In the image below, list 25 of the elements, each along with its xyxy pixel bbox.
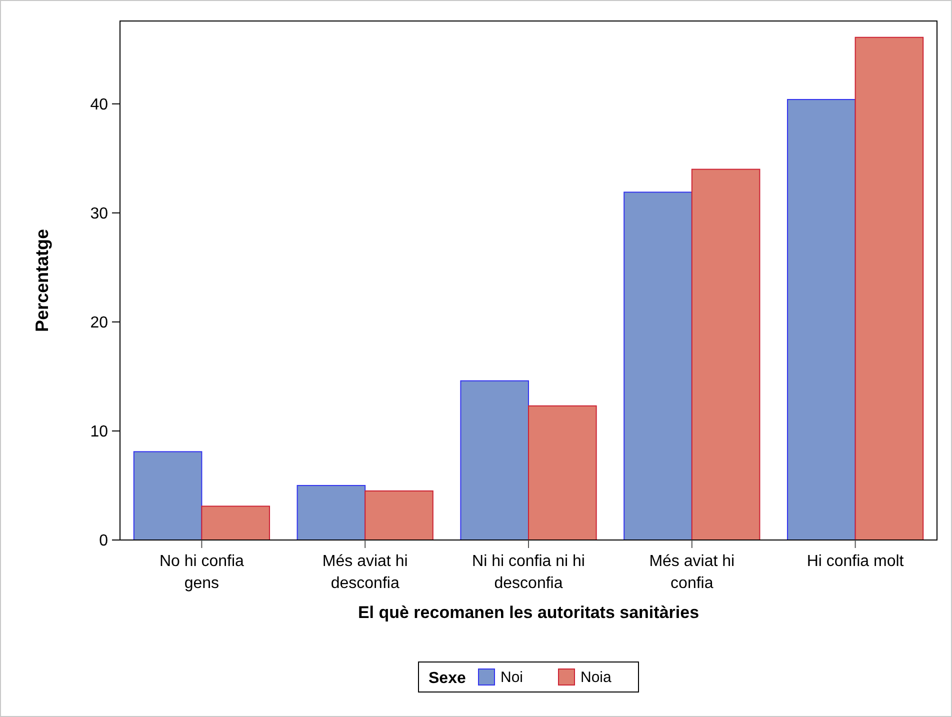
x-tick-label: Hi confia molt bbox=[806, 553, 904, 570]
y-tick-label: 10 bbox=[90, 424, 108, 441]
bar bbox=[691, 168, 760, 540]
x-tick-label: Més aviat hi desconfia bbox=[322, 553, 408, 592]
bar bbox=[460, 380, 529, 540]
y-axis-title: Percentatge bbox=[32, 228, 52, 332]
y-tick-label: 40 bbox=[90, 96, 108, 114]
bar bbox=[364, 490, 434, 540]
y-tick-label: 30 bbox=[90, 206, 108, 222]
x-tick-label: Ni hi confia ni hi desconfia bbox=[472, 553, 585, 592]
legend-title: Sexe bbox=[428, 670, 466, 687]
x-tick-label: Més aviat hi confia bbox=[649, 553, 735, 592]
bar bbox=[786, 99, 856, 540]
bar bbox=[854, 36, 924, 540]
legend-label: Noi bbox=[500, 669, 524, 686]
bar bbox=[133, 451, 202, 540]
bar bbox=[624, 192, 692, 540]
y-tick-label: 20 bbox=[90, 314, 108, 332]
bar bbox=[201, 506, 270, 540]
y-tick-label: 0 bbox=[99, 532, 108, 550]
x-axis-title: El què recomanen les autoritats sanitàries bbox=[358, 603, 700, 622]
bar bbox=[296, 484, 366, 540]
x-tick-label: No hi confia gens bbox=[159, 553, 244, 592]
bar bbox=[528, 405, 597, 540]
legend-label: Noia bbox=[580, 669, 612, 686]
